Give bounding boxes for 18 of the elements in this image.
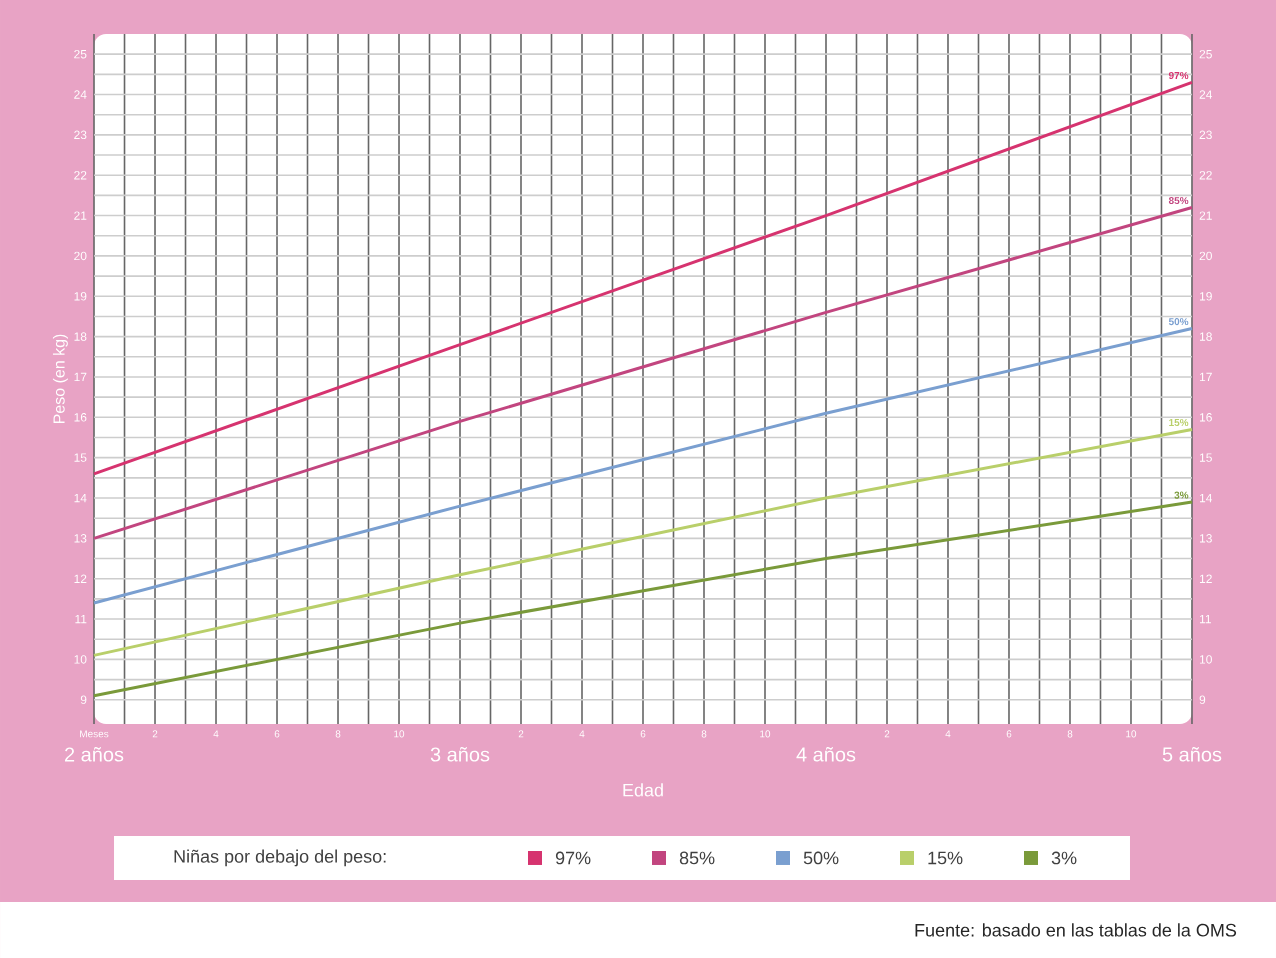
legend-label: 3% — [1051, 851, 1077, 865]
x-axis-title: Edad — [623, 783, 663, 797]
legend-label: 50% — [803, 851, 839, 865]
legend-title: Niñas por debajo del peso: — [174, 849, 386, 867]
x-tick-label: 3 años — [430, 747, 490, 762]
line-series — [92, 500, 1194, 698]
legend-label: 97% — [555, 851, 591, 865]
line-series — [92, 427, 1194, 657]
y-axis-title: Peso (en kg) — [52, 334, 68, 424]
x-tick-label: 4 años — [796, 747, 856, 762]
legend-label: 15% — [928, 851, 963, 865]
legend-label: 85% — [679, 851, 715, 865]
x-tick-label: 5 años — [1162, 747, 1222, 762]
line-series — [92, 327, 1194, 605]
x-tick-label: 2 años — [65, 747, 124, 762]
line-series — [92, 206, 1194, 540]
line-series — [92, 80, 1194, 476]
source-note: Fuente: basado en las tablas de la OMS — [915, 923, 1237, 937]
